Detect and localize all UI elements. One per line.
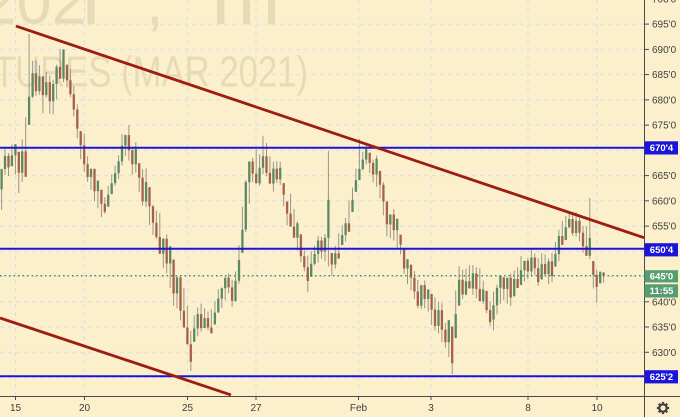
svg-text:635'0: 635'0 bbox=[652, 323, 677, 334]
svg-text:690'0: 690'0 bbox=[652, 45, 677, 56]
svg-text:25: 25 bbox=[182, 403, 194, 414]
svg-text:202: 202 bbox=[0, 0, 87, 38]
svg-text:,: , bbox=[146, 0, 164, 38]
svg-text:670'4: 670'4 bbox=[650, 143, 674, 154]
svg-text:27: 27 bbox=[250, 403, 262, 414]
svg-text:655'0: 655'0 bbox=[652, 222, 677, 233]
svg-text:630'0: 630'0 bbox=[652, 348, 677, 359]
svg-text:8: 8 bbox=[525, 403, 531, 414]
svg-text:10: 10 bbox=[591, 403, 603, 414]
svg-text:20: 20 bbox=[79, 403, 91, 414]
svg-text:3: 3 bbox=[428, 403, 434, 414]
svg-text:650'4: 650'4 bbox=[650, 245, 674, 256]
svg-text:660'0: 660'0 bbox=[652, 196, 677, 207]
svg-text:645'0: 645'0 bbox=[650, 272, 673, 283]
svg-text:675'0: 675'0 bbox=[652, 121, 677, 132]
svg-text:11:55: 11:55 bbox=[650, 286, 674, 297]
svg-text:695'0: 695'0 bbox=[652, 20, 677, 31]
svg-text:665'0: 665'0 bbox=[652, 171, 677, 182]
svg-text:15: 15 bbox=[10, 403, 22, 414]
svg-text:680'0: 680'0 bbox=[652, 95, 677, 106]
svg-text:640'0: 640'0 bbox=[652, 297, 677, 308]
svg-text:625'2: 625'2 bbox=[650, 372, 673, 383]
svg-text:700'0: 700'0 bbox=[652, 0, 677, 5]
svg-text:Feb: Feb bbox=[350, 403, 368, 414]
svg-text:685'0: 685'0 bbox=[652, 70, 677, 81]
